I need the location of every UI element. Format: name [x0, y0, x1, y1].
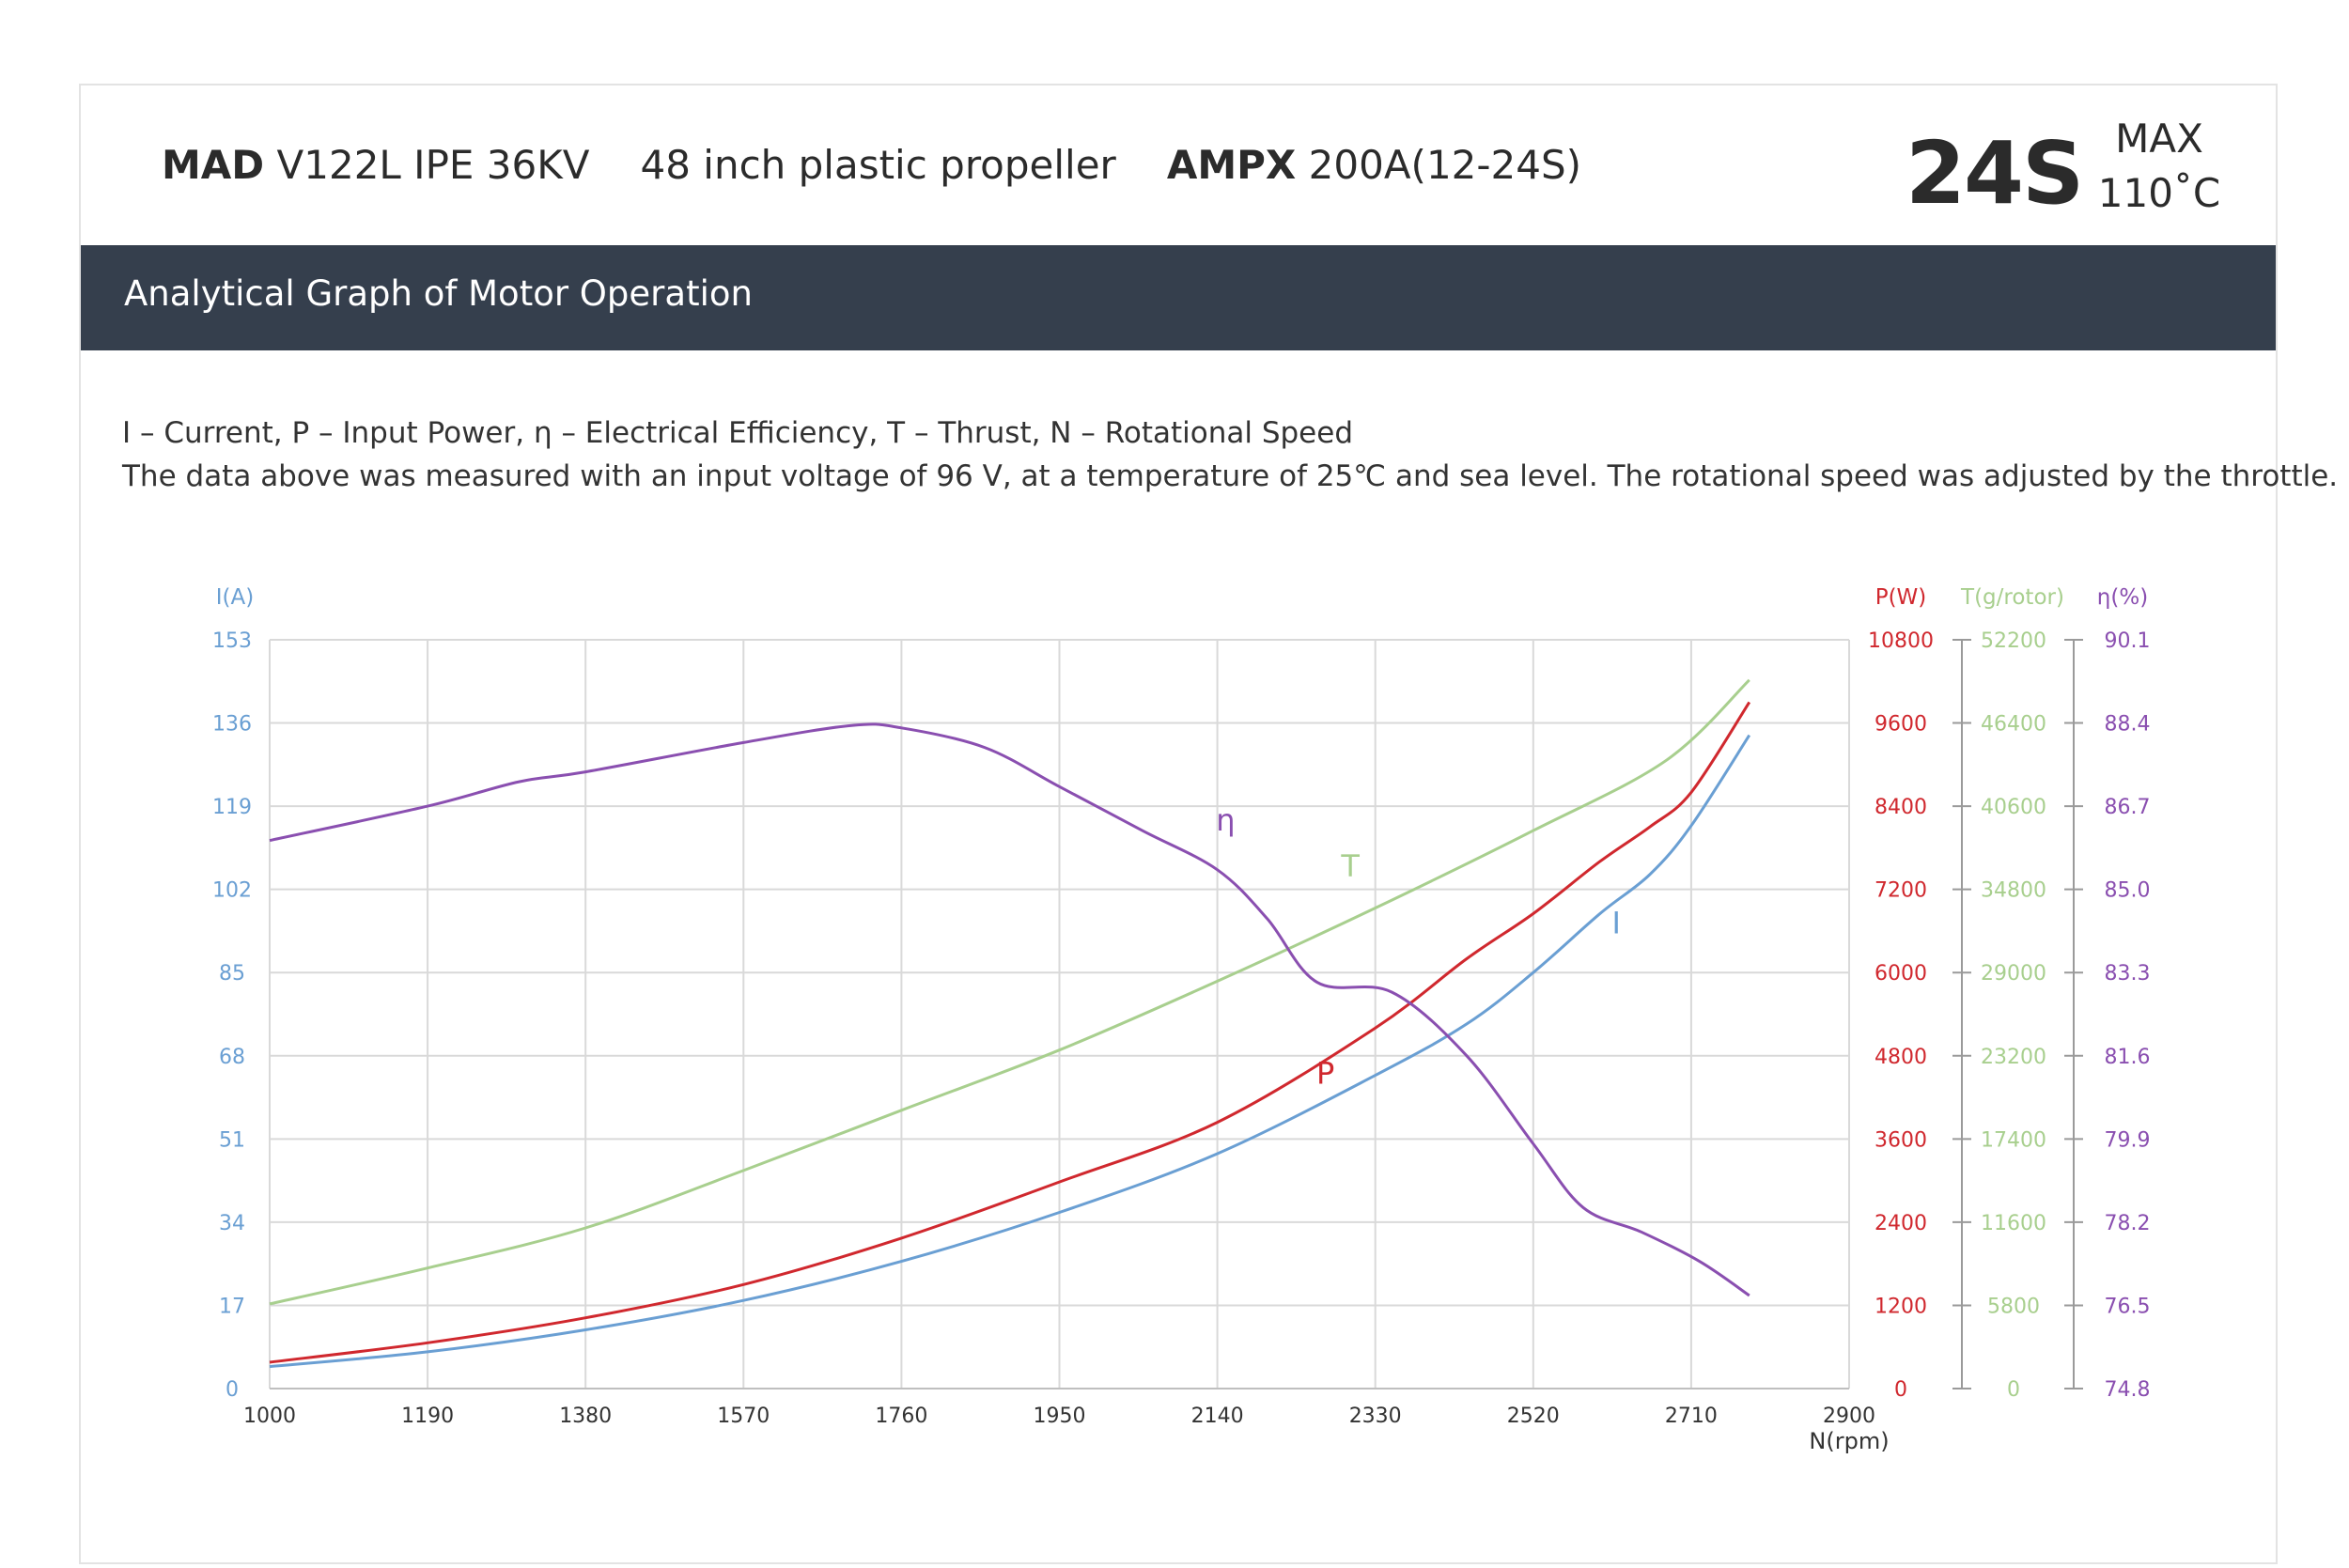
chart-grid [269, 639, 1850, 1389]
motor-brand: MAD [162, 142, 265, 188]
efficiency-tick-label: 90.1 [2105, 629, 2151, 653]
power-axis-title: P(W) [1875, 585, 1927, 610]
thrust-tick-label: 46400 [1981, 713, 2046, 737]
efficiency-tick-label: 74.8 [2105, 1378, 2151, 1402]
chart-series-labels: η T I P [1216, 802, 1621, 1091]
power-tick-label: 8400 [1875, 796, 1927, 819]
x-tick-label: 1190 [401, 1405, 454, 1428]
current-axis-title: I(A) [216, 585, 254, 610]
thrust-axis-title: T(g/rotor) [1960, 585, 2064, 610]
symbol-legend: I – Current, P – Input Power, η – Electr… [122, 416, 1353, 450]
power-tick-label: 0 [1894, 1378, 1907, 1402]
propeller-spec: 48 inch plastic propeller [640, 142, 1116, 188]
series-label-thrust: T [1340, 848, 1360, 884]
thrust-tick-label: 52200 [1981, 629, 2046, 653]
test-conditions-note: The data above was measured with an inpu… [122, 459, 2339, 493]
thrust-tick-label: 34800 [1981, 879, 2046, 903]
series-label-current: I [1612, 906, 1621, 941]
thrust-tick-label: 29000 [1981, 962, 2046, 986]
power-tick-label: 9600 [1875, 713, 1927, 737]
cell-count: 24S [1906, 123, 2084, 224]
esc-model: 200A(12-24S) [1308, 142, 1582, 188]
current-tick-label: 68 [219, 1046, 245, 1069]
power-tick-label: 1200 [1875, 1295, 1927, 1318]
current-tick-label: 102 [212, 879, 252, 903]
x-tick-label: 2710 [1665, 1405, 1718, 1428]
power-tick-label: 7200 [1875, 879, 1927, 903]
spec-card: MAD V122L IPE 36KV 48 inch plastic propel… [79, 84, 2338, 1564]
max-label: MAX [2115, 116, 2203, 162]
x-tick-label: 1380 [559, 1405, 612, 1428]
max-temperature: MAX 110˚C [2084, 112, 2234, 221]
efficiency-tick-label: 76.5 [2105, 1295, 2151, 1318]
thrust-tick-label: 23200 [1981, 1046, 2046, 1069]
x-tick-label: 2520 [1507, 1405, 1560, 1428]
efficiency-tick-label: 81.6 [2105, 1046, 2151, 1069]
thrust-tick-label: 5800 [1987, 1295, 2040, 1318]
section-title: Analytical Graph of Motor Operation [124, 273, 753, 314]
x-tick-label: 1950 [1034, 1405, 1086, 1428]
efficiency-axis-title: η(%) [2097, 585, 2148, 610]
series-label-efficiency: η [1216, 802, 1235, 838]
thrust-tick-label: 17400 [1981, 1128, 2046, 1152]
current-tick-label: 153 [212, 629, 252, 653]
thrust-curve [269, 678, 1750, 1306]
current-tick-label: 34 [219, 1212, 245, 1235]
power-tick-label: 6000 [1875, 962, 1927, 986]
esc-brand: AMPX [1166, 142, 1297, 188]
power-tick-label: 4800 [1875, 1046, 1927, 1069]
efficiency-tick-label: 79.9 [2105, 1128, 2151, 1152]
power-curve [269, 701, 1751, 1364]
current-tick-label: 136 [212, 713, 252, 737]
max-temp-value: 110˚C [2097, 170, 2221, 216]
chart-series [269, 678, 1751, 1369]
x-tick-label: 1000 [243, 1405, 296, 1428]
current-curve [269, 734, 1751, 1369]
efficiency-tick-label: 88.4 [2105, 713, 2151, 737]
current-tick-label: 119 [212, 796, 252, 819]
efficiency-tick-label: 85.0 [2105, 879, 2151, 903]
current-tick-label: 17 [219, 1295, 245, 1318]
x-tick-label: 1570 [717, 1405, 770, 1428]
chart-axes: 1000 1190 1380 1570 1760 1950 2140 2330 2520 2710… [212, 585, 2150, 1454]
power-tick-label: 2400 [1875, 1212, 1927, 1235]
power-tick-label: 3600 [1875, 1128, 1927, 1152]
efficiency-curve [269, 722, 1750, 1297]
thrust-tick-label: 0 [2007, 1378, 2020, 1402]
section-banner: Analytical Graph of Motor Operation [81, 245, 2276, 350]
x-tick-label: 2900 [1823, 1405, 1875, 1428]
x-tick-label: 1760 [875, 1405, 927, 1428]
efficiency-tick-label: 78.2 [2105, 1212, 2151, 1235]
series-label-power: P [1316, 1055, 1334, 1091]
x-tick-label: 2140 [1191, 1405, 1244, 1428]
x-axis-title: N(rpm) [1809, 1428, 1889, 1454]
product-title: MAD V122L IPE 36KV 48 inch plastic propel… [162, 142, 1581, 188]
current-tick-label: 51 [219, 1128, 245, 1152]
efficiency-tick-label: 83.3 [2105, 962, 2151, 986]
current-tick-label: 85 [219, 962, 245, 986]
motor-model: V122L IPE 36KV [276, 142, 590, 188]
current-tick-label: 0 [226, 1378, 239, 1402]
efficiency-tick-label: 86.7 [2105, 796, 2151, 819]
thrust-tick-label: 40600 [1981, 796, 2046, 819]
power-tick-label: 10800 [1868, 629, 1934, 653]
x-tick-label: 2330 [1349, 1405, 1402, 1428]
thrust-tick-label: 11600 [1981, 1212, 2046, 1235]
